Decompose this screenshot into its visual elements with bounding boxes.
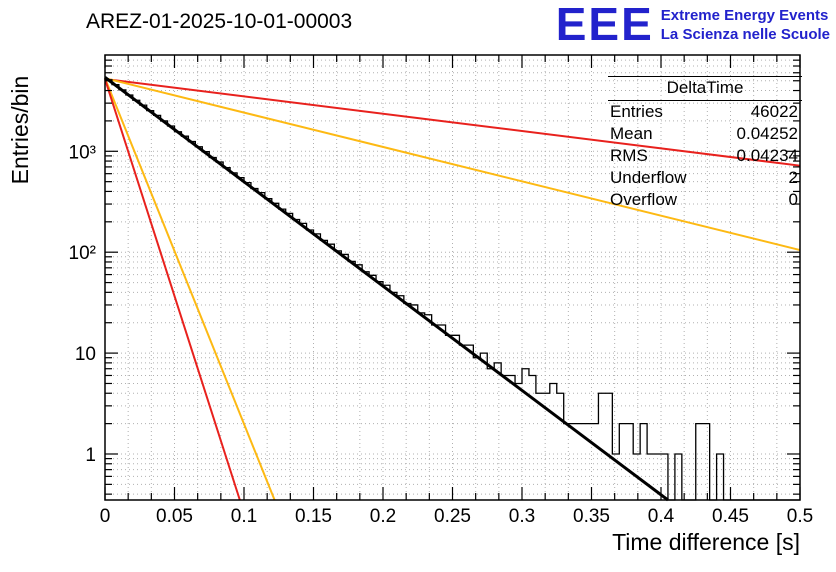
page-title: AREZ-01-2025-10-01-00003 [86,10,353,33]
stats-label: RMS [610,146,648,165]
svg-text:10: 10 [75,344,96,365]
svg-text:0.5: 0.5 [787,506,813,527]
stats-label: Mean [610,124,653,143]
svg-text:0.25: 0.25 [434,506,471,527]
ref-line-red-shallow [104,78,801,167]
stats-label: Entries [610,102,663,121]
y-tick-labels: 1 10 10² 10³ [69,142,96,466]
x-tick-labels: 0 0.05 0.1 0.15 0.2 0.25 0.3 0.35 0.4 0.45 0.5 [100,506,814,527]
stats-value: 0.04234 [736,146,798,165]
stats-value: 46022 [750,102,798,121]
eee-logo-text: EEE [555,0,654,50]
stats-title: DeltaTime [608,76,802,101]
svg-text:0: 0 [100,506,111,527]
ref-line-yellow-steep [104,77,276,501]
svg-text:0.4: 0.4 [648,506,675,527]
stats-row-entries: Entries 46022 [608,101,802,123]
svg-text:0.2: 0.2 [370,506,396,527]
stats-row-underflow: Underflow 2 [608,167,802,189]
x-axis-title: Time difference [s] [612,529,800,555]
svg-text:0.1: 0.1 [231,506,257,527]
svg-text:0.45: 0.45 [712,506,749,527]
eee-logo-subtitle: Extreme Energy Events La Scienza nelle S… [661,2,830,44]
ref-line-yellow-shallow [104,77,801,252]
stats-label: Underflow [610,168,687,187]
eee-logo-line1: Extreme Energy Events [660,7,829,24]
eee-logo: EEE Extreme Energy Events La Scienza nel… [555,0,830,50]
svg-text:1: 1 [85,445,96,466]
eee-logo-line2: La Scienza nelle Scuole [660,26,830,43]
stats-row-rms: RMS 0.04234 [608,145,802,167]
stats-value: 0 [788,190,798,209]
stats-value: 2 [788,168,798,187]
histogram-steps [105,79,800,501]
stats-row-mean: Mean 0.04252 [608,123,802,145]
stats-box: DeltaTime Entries 46022 Mean 0.04252 RMS… [608,76,802,211]
svg-text:0.15: 0.15 [295,506,332,527]
stats-value: 0.04252 [736,124,798,143]
svg-text:10³: 10³ [69,142,96,163]
stats-label: Overflow [610,190,678,209]
svg-text:10²: 10² [69,243,96,264]
svg-text:0.05: 0.05 [156,506,193,527]
svg-text:0.3: 0.3 [509,506,535,527]
axis-ticks [104,55,801,500]
y-axis-title: Entries/bin [7,76,33,185]
fit-line [104,76,669,502]
stats-row-overflow: Overflow 0 [608,189,802,211]
ref-line-red-steep [104,78,241,501]
svg-text:0.35: 0.35 [573,506,610,527]
